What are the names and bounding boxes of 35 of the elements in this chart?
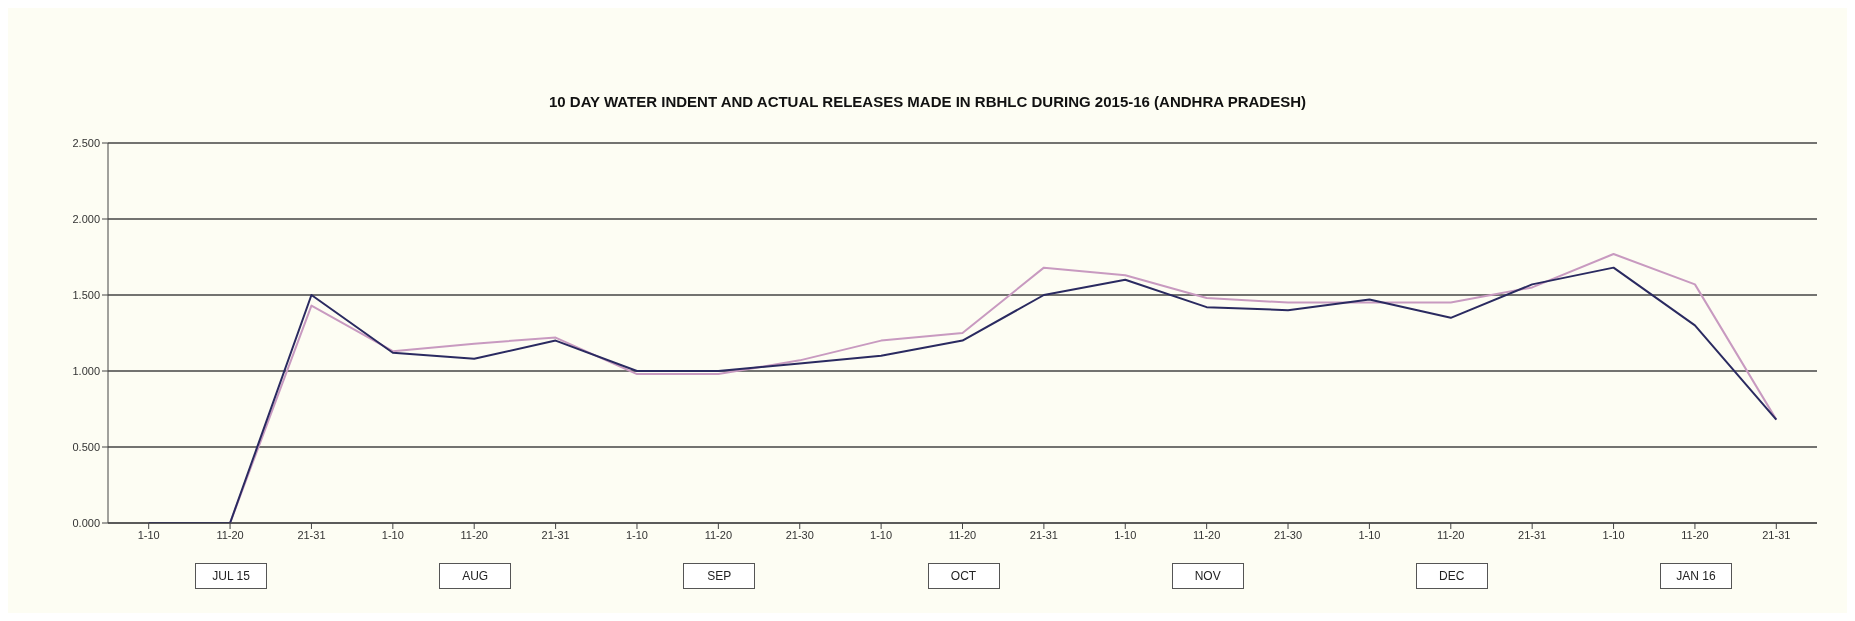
x-tick-label: 11-20	[948, 528, 977, 541]
x-tick-label: 21-31	[541, 528, 570, 541]
chart-title: 10 DAY WATER INDENT AND ACTUAL RELEASES MADE IN RBHLC DURING 2015-16 (ANDHRA PRADESH)	[548, 92, 1307, 112]
x-tick-label: 1-10	[137, 528, 160, 541]
text: NOV	[1171, 563, 1244, 589]
text: OCT	[927, 563, 1000, 589]
text: JAN 16	[1659, 563, 1732, 589]
x-tick-label: 11-20	[1437, 528, 1465, 541]
y-tick-label: 2.500	[72, 136, 100, 149]
x-tick-label: 21-30	[1273, 528, 1303, 541]
x-tick-label: 1-10	[381, 528, 404, 541]
x-tick-label: 1-10	[625, 528, 648, 541]
x-tick-label: 11-20	[704, 528, 733, 541]
text: AUG	[439, 563, 512, 589]
text: SEP	[683, 563, 756, 589]
x-tick-label: 1-10	[1114, 528, 1137, 541]
x-tick-label: 21-31	[297, 528, 326, 541]
x-tick-label: 21-31	[1762, 528, 1791, 541]
x-tick-label: 11-20	[216, 528, 244, 541]
y-tick-label: 1.000	[72, 364, 100, 377]
text: DEC	[1415, 563, 1488, 589]
y-tick-label: 1.500	[72, 288, 100, 301]
x-tick-label: 21-31	[1029, 528, 1058, 541]
y-tick-label: 0.500	[72, 440, 100, 453]
x-tick-label: 21-30	[785, 528, 814, 541]
x-tick-label: 11-20	[1192, 528, 1221, 541]
x-tick-label: 21-31	[1518, 528, 1547, 541]
x-tick-label: 11-20	[460, 528, 488, 541]
y-tick-label: 0.000	[72, 516, 100, 529]
text: JUL 15	[195, 563, 268, 589]
x-tick-label: 1-10	[870, 528, 893, 541]
y-tick-label: 2.000	[72, 212, 100, 225]
x-tick-label: 1-10	[1602, 528, 1625, 541]
x-tick-label: 11-20	[1681, 528, 1709, 541]
x-tick-label: 1-10	[1358, 528, 1381, 541]
